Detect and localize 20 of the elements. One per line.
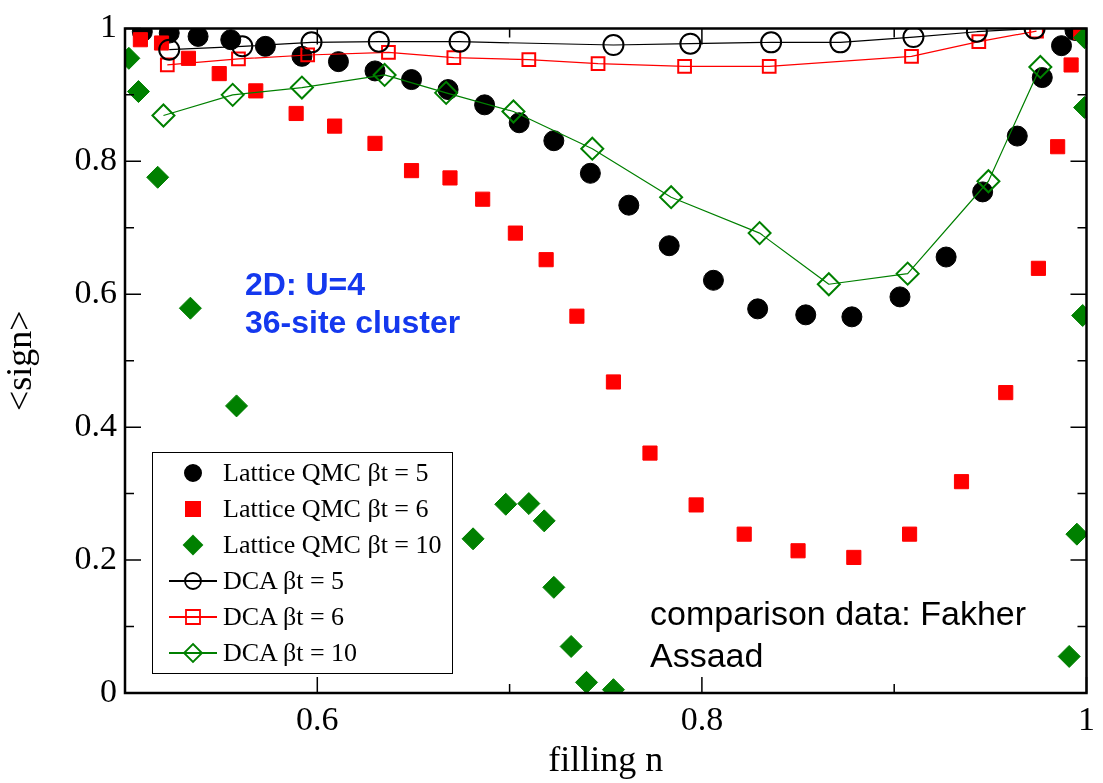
legend-label: DCA βt = 6 <box>223 602 345 632</box>
y-axis-title: <sign> <box>0 310 40 412</box>
y-tick-label: 1 <box>100 7 117 45</box>
annotation: 2D: U=4 <box>245 266 366 303</box>
y-tick-label: 0.8 <box>74 140 117 178</box>
y-tick-label: 0.6 <box>74 273 117 311</box>
y-tick-label: 0.4 <box>74 406 117 444</box>
legend-label: Lattice QMC βt = 10 <box>223 530 442 560</box>
annotation: comparison data: Fakher Assaad <box>650 593 1028 676</box>
x-tick-label: 0.8 <box>680 700 724 738</box>
legend-label: Lattice QMC βt = 5 <box>223 458 429 488</box>
annotation: 36-site cluster <box>245 304 461 341</box>
legend-label: DCA βt = 10 <box>223 638 358 668</box>
legend-label: DCA βt = 5 <box>223 566 345 596</box>
x-axis-title: filling n <box>548 738 664 779</box>
x-tick-label: 1 <box>1078 700 1095 738</box>
y-tick-label: 0 <box>100 671 117 709</box>
x-tick-label: 0.6 <box>296 700 339 738</box>
legend-label: Lattice QMC βt = 6 <box>223 494 429 524</box>
y-tick-label: 0.2 <box>74 539 117 576</box>
